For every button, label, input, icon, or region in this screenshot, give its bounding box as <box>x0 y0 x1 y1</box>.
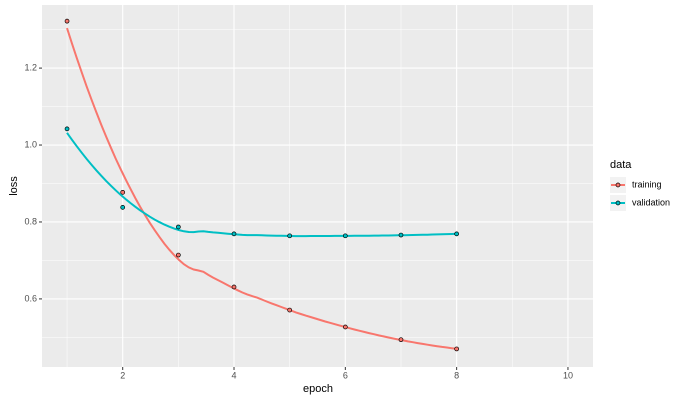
point <box>231 231 237 237</box>
y-tick-label: 0.8 <box>24 216 37 226</box>
x-tick-label: 8 <box>454 370 459 380</box>
legend-label: training <box>632 179 662 189</box>
point <box>120 189 126 195</box>
point <box>454 346 459 352</box>
x-tick-label: 10 <box>563 370 573 380</box>
point <box>287 307 293 313</box>
point <box>398 337 404 343</box>
point <box>120 205 126 210</box>
x-tick-label: 6 <box>343 370 348 380</box>
point <box>64 18 70 24</box>
x-tick-label: 2 <box>120 370 125 380</box>
panel <box>42 5 593 367</box>
point <box>176 224 181 230</box>
y-tick-label: 1.0 <box>24 139 37 149</box>
point <box>64 126 70 132</box>
legend-point <box>615 200 621 206</box>
point <box>176 252 181 258</box>
legend-title: data <box>610 159 632 171</box>
legend-label: validation <box>632 197 670 207</box>
y-axis-title: loss <box>8 176 20 196</box>
smooth-line <box>66 132 457 238</box>
point <box>398 232 404 238</box>
legend-point <box>615 182 621 188</box>
point <box>454 231 459 237</box>
y-tick-label: 1.2 <box>24 62 37 72</box>
x-axis-title: epoch <box>303 383 333 395</box>
point <box>342 233 348 239</box>
x-tick-label: 4 <box>232 370 237 380</box>
point <box>287 233 293 239</box>
smooth-line <box>66 27 457 350</box>
point <box>231 284 237 290</box>
y-tick-label: 0.6 <box>24 293 37 303</box>
point <box>342 324 348 330</box>
